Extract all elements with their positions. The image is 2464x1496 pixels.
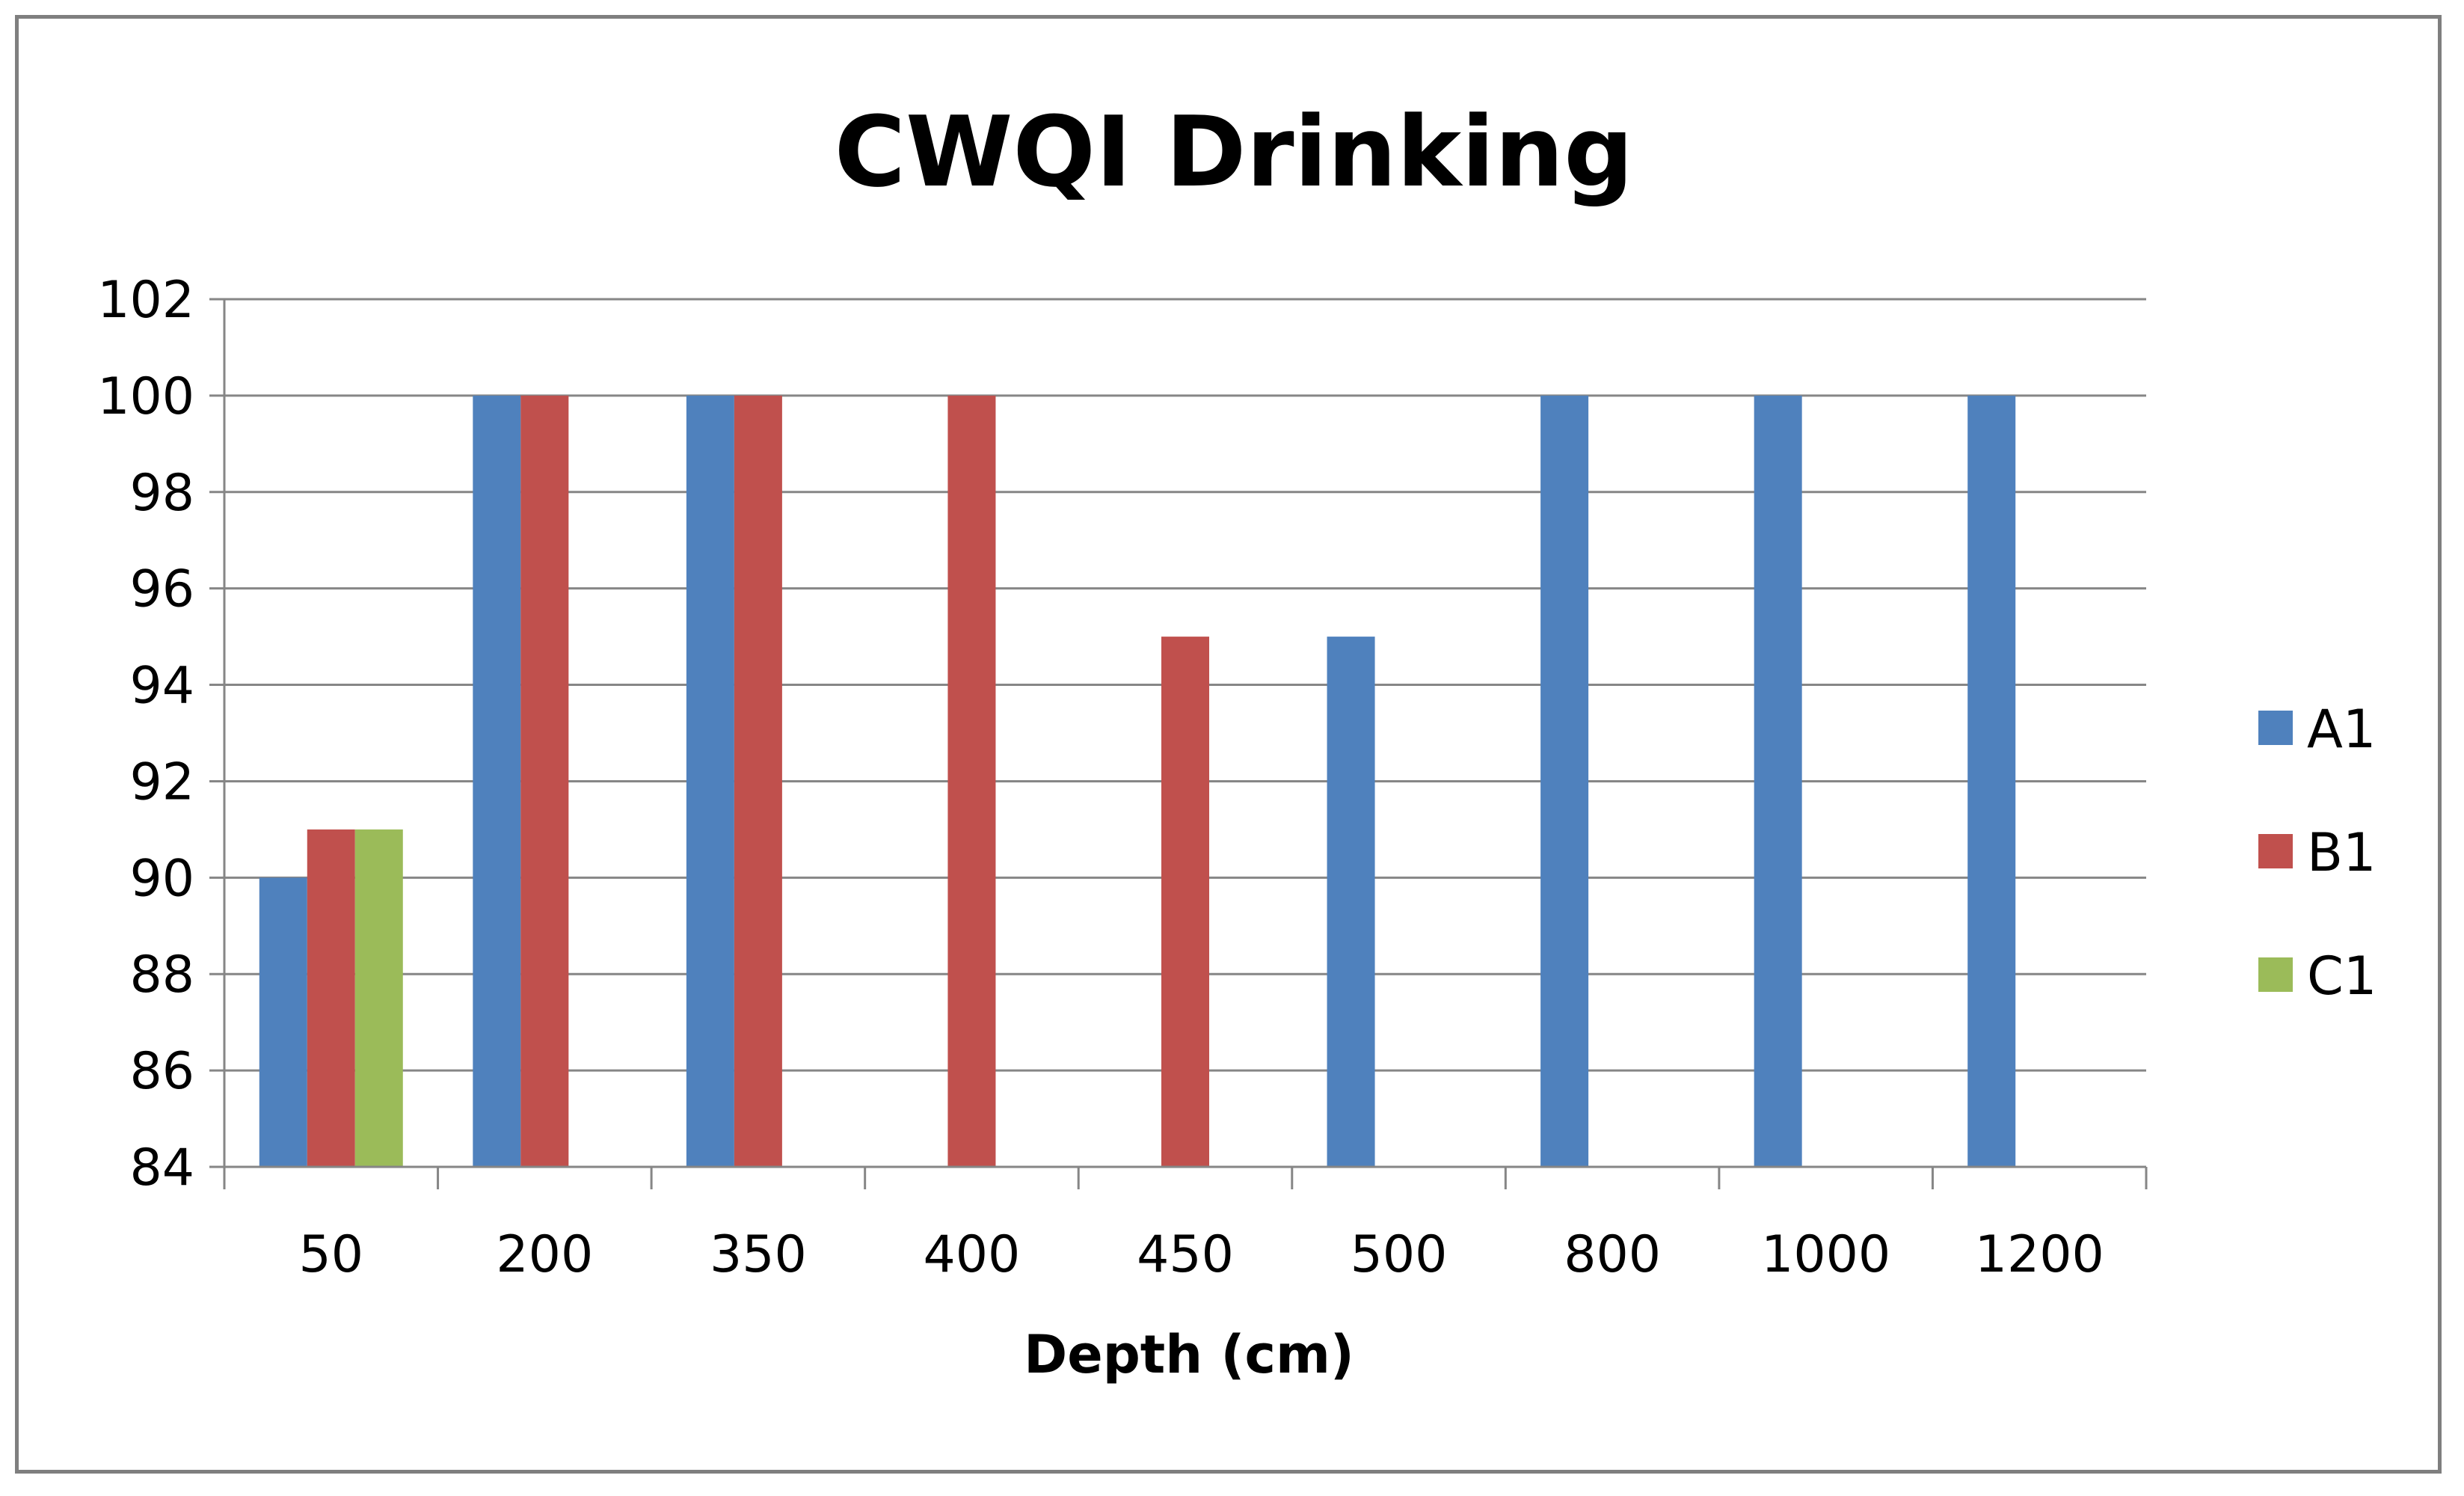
bar-a1-800: [1540, 395, 1589, 1167]
y-tick-label: 92: [129, 752, 194, 812]
x-tick-label: 500: [1351, 1225, 1448, 1284]
legend-label-a1: A1: [2307, 699, 2376, 760]
y-tick-label: 98: [129, 464, 194, 523]
bar-a1-50: [259, 877, 307, 1167]
x-tick-label: 400: [924, 1225, 1021, 1284]
legend: A1 B1 C1: [2258, 699, 2377, 1007]
bar-a1-500: [1327, 637, 1375, 1167]
chart-frame: [15, 15, 2442, 1474]
bar-a1-1200: [1967, 395, 2016, 1167]
x-axis-label: Depth (cm): [1024, 1324, 1354, 1385]
x-tick-label: 200: [496, 1225, 593, 1284]
y-tick-label: 90: [129, 849, 194, 908]
legend-label-c1: C1: [2307, 945, 2377, 1007]
x-tick-label: 350: [710, 1225, 807, 1284]
bar-c1-50: [354, 829, 403, 1167]
bar-a1-200: [473, 395, 521, 1167]
legend-swatch-a1: [2258, 711, 2293, 745]
legend-label-b1: B1: [2307, 822, 2377, 883]
bar-b1-50: [307, 829, 355, 1167]
x-tick-label: 1000: [1761, 1225, 1890, 1284]
y-tick-label: 100: [97, 367, 194, 426]
x-tick-label: 1200: [1975, 1225, 2104, 1284]
x-tick-label: 50: [299, 1225, 364, 1284]
y-tick-label: 84: [129, 1138, 194, 1198]
y-tick-label: 102: [97, 271, 194, 330]
bars: [259, 395, 2016, 1167]
chart-title: CWQI Drinking: [835, 95, 1634, 209]
bar-b1-200: [520, 395, 569, 1167]
legend-swatch-b1: [2258, 834, 2293, 868]
y-tick-label: 86: [129, 1042, 194, 1101]
bar-a1-1000: [1754, 395, 1802, 1167]
bar-a1-350: [686, 395, 734, 1167]
axes: [223, 299, 2146, 1168]
y-tick-labels: 84 86 88 90 92 94 96 98 100 102: [97, 271, 224, 1198]
y-tick-label: 88: [129, 945, 194, 1005]
x-tick-labels: 50 200 350 400 450 500 800 1000 1200: [223, 1167, 2148, 1284]
bar-b1-450: [1161, 637, 1209, 1167]
x-tick-label: 800: [1564, 1225, 1661, 1284]
y-tick-label: 96: [129, 560, 194, 619]
bar-b1-350: [734, 395, 782, 1167]
legend-swatch-c1: [2258, 957, 2293, 992]
x-tick-label: 450: [1137, 1225, 1234, 1284]
y-tick-label: 94: [129, 657, 194, 716]
bar-b1-400: [947, 395, 996, 1167]
